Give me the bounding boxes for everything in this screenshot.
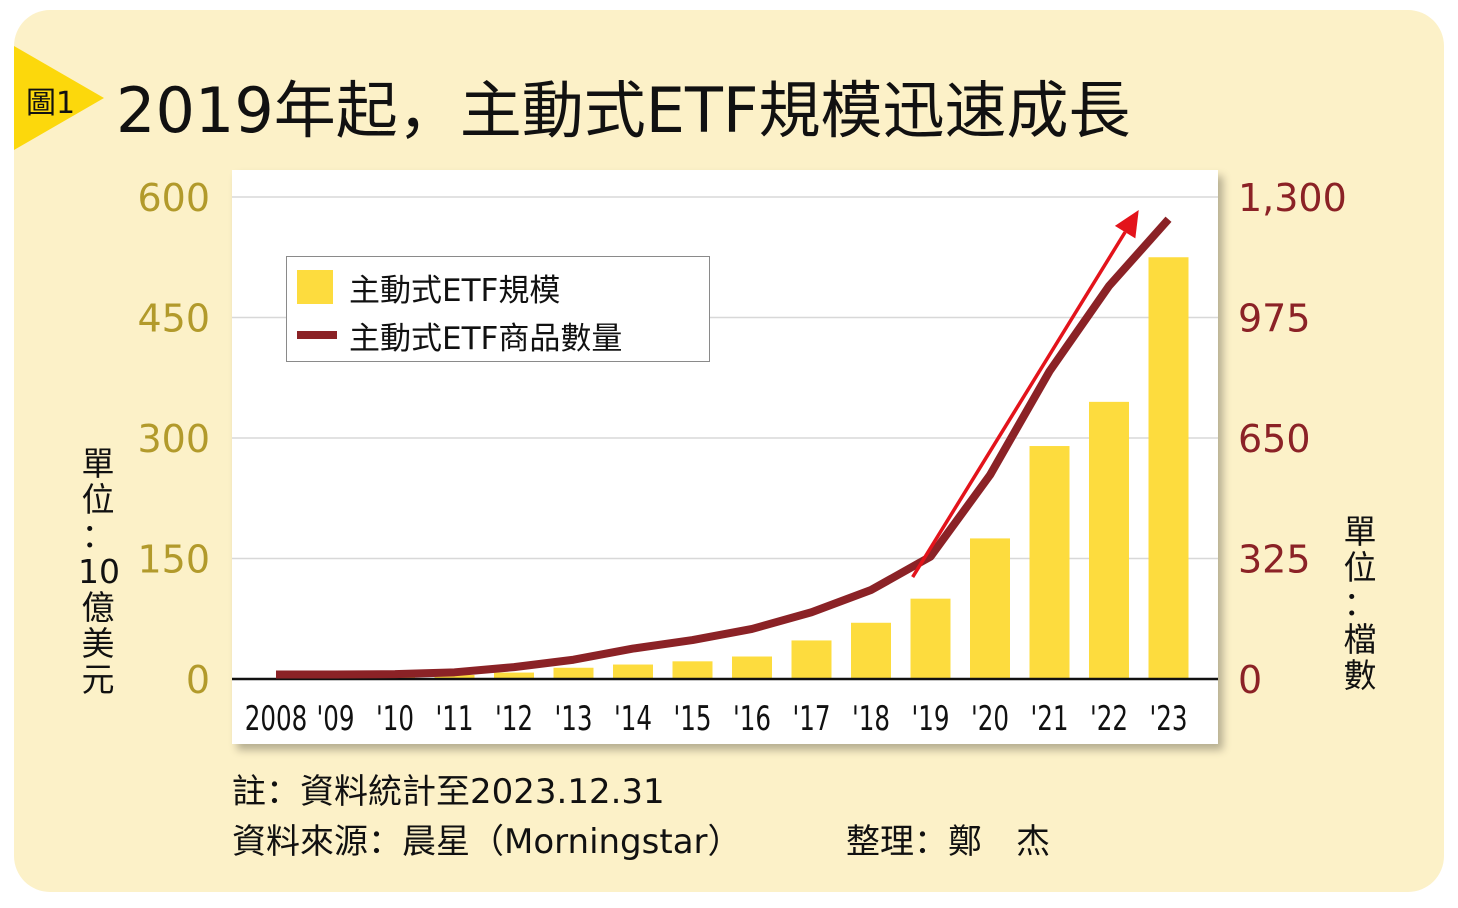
x-tick-label: '13 (554, 699, 592, 738)
bar (553, 667, 594, 679)
data-note: 註：資料統計至2023.12.31 (232, 772, 665, 812)
figure-number: 圖1 (26, 86, 76, 121)
x-tick-label: '23 (1149, 699, 1187, 738)
legend-swatch-line (297, 331, 337, 339)
bar (434, 674, 475, 679)
bar-series (256, 257, 1189, 679)
trend-arrow-shaft (911, 231, 1127, 578)
chart-title: 2019年起，主動式ETF規模迅速成長 (116, 74, 1131, 147)
left-y-tick-label: 600 (137, 176, 210, 220)
right-y-tick-label: 650 (1238, 417, 1311, 461)
x-tick-label: '15 (673, 699, 711, 738)
figure-badge (14, 46, 104, 150)
bar (910, 598, 951, 679)
legend-label-line: 主動式ETF商品數量 (349, 320, 623, 357)
series-line (276, 216, 1172, 679)
x-tick-label: '20 (971, 699, 1009, 738)
x-tick-labels: 2008'09 '10 '11 '12 '13 '14 '15 '16 '17 '18 '19 '20… (245, 699, 1188, 738)
bar (1029, 446, 1070, 679)
x-tick-label: '22 (1090, 699, 1128, 738)
x-tick-label: '11 (435, 699, 473, 738)
right-y-tick-label: 975 (1238, 297, 1311, 341)
x-tick-label: '09 (316, 699, 354, 738)
x-tick-label: '17 (792, 699, 830, 738)
legend-swatch-bar (297, 270, 333, 304)
left-y-axis: 0 150 300 450 600 (137, 176, 210, 702)
line-series (276, 216, 1172, 679)
gridlines (232, 196, 1218, 560)
bar (672, 661, 713, 679)
x-tick-label: '16 (733, 699, 771, 738)
data-source: 資料來源：晨星（Morningstar） (232, 822, 742, 862)
bar (1148, 257, 1189, 679)
bar (851, 622, 891, 679)
legend: 主動式ETF規模 主動式ETF商品數量 (286, 256, 710, 362)
bar (1089, 401, 1129, 679)
trend-arrow (911, 209, 1139, 578)
right-y-tick-label: 0 (1238, 658, 1262, 702)
right-axis-unit: 單 位 ： 檔 數 (1343, 512, 1377, 695)
left-axis-unit: 單 位 ： 10 億 美 元 (78, 444, 120, 699)
right-y-tick-label: 325 (1238, 538, 1311, 582)
left-y-tick-label: 150 (137, 538, 210, 582)
x-tick-label: 2008 (245, 699, 308, 738)
right-y-tick-label: 1,300 (1238, 176, 1347, 220)
bar (494, 672, 534, 679)
right-y-axis: 0 325 650 975 1,300 (1238, 176, 1347, 702)
x-tick-label: '19 (911, 699, 949, 738)
left-y-tick-label: 0 (186, 658, 210, 702)
left-y-tick-label: 300 (137, 417, 210, 461)
x-tick-label: '14 (614, 699, 652, 738)
x-tick-label: '18 (852, 699, 890, 738)
x-tick-label: '12 (495, 699, 533, 738)
x-tick-label: '21 (1030, 699, 1068, 738)
bar (732, 656, 772, 679)
legend-item-bar: 主動式ETF規模 (297, 267, 561, 309)
left-y-tick-label: 450 (137, 297, 210, 341)
trend-arrow-head (1114, 209, 1139, 239)
compiler-credit: 整理：鄭 杰 (846, 822, 1050, 862)
bar (970, 538, 1010, 679)
legend-item-line: 主動式ETF商品數量 (297, 315, 623, 357)
x-tick-label: '10 (376, 699, 414, 738)
legend-label-bar: 主動式ETF規模 (349, 272, 561, 309)
bar (613, 664, 653, 679)
bar (791, 640, 832, 679)
